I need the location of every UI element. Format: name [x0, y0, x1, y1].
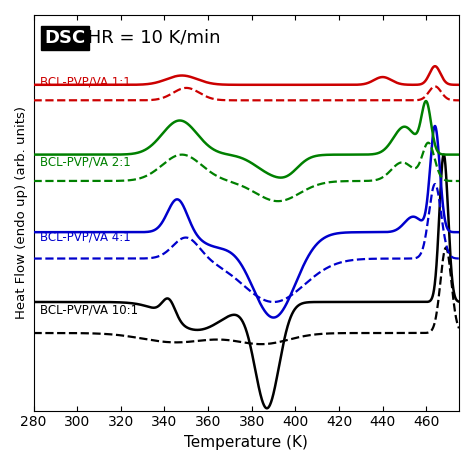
Text: BCL-PVP/VA 2:1: BCL-PVP/VA 2:1	[40, 156, 131, 169]
Text: BCL-PVP/VA 1:1: BCL-PVP/VA 1:1	[40, 75, 131, 88]
Text: BCL-PVP/VA 4:1: BCL-PVP/VA 4:1	[40, 230, 131, 243]
X-axis label: Temperature (K): Temperature (K)	[184, 435, 308, 450]
Text: BCL-PVP/VA 10:1: BCL-PVP/VA 10:1	[40, 303, 138, 316]
Text: HR = 10 K/min: HR = 10 K/min	[82, 29, 221, 47]
Y-axis label: Heat Flow (endo up) (arb. units): Heat Flow (endo up) (arb. units)	[15, 106, 28, 319]
Text: DSC: DSC	[44, 29, 85, 47]
